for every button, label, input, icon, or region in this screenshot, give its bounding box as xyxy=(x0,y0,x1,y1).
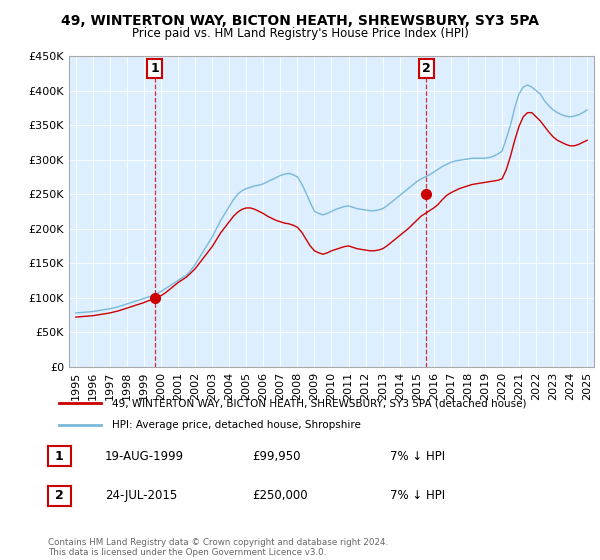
Text: HPI: Average price, detached house, Shropshire: HPI: Average price, detached house, Shro… xyxy=(112,421,361,431)
Text: £250,000: £250,000 xyxy=(252,489,308,502)
Text: 1: 1 xyxy=(151,62,159,75)
Text: Contains HM Land Registry data © Crown copyright and database right 2024.
This d: Contains HM Land Registry data © Crown c… xyxy=(48,538,388,557)
Text: 24-JUL-2015: 24-JUL-2015 xyxy=(105,489,177,502)
Text: £99,950: £99,950 xyxy=(252,450,301,463)
Text: 2: 2 xyxy=(55,489,64,502)
Text: Price paid vs. HM Land Registry's House Price Index (HPI): Price paid vs. HM Land Registry's House … xyxy=(131,27,469,40)
Text: 7% ↓ HPI: 7% ↓ HPI xyxy=(390,450,445,463)
Text: 19-AUG-1999: 19-AUG-1999 xyxy=(105,450,184,463)
Text: 2: 2 xyxy=(422,62,431,75)
Text: 49, WINTERTON WAY, BICTON HEATH, SHREWSBURY, SY3 5PA: 49, WINTERTON WAY, BICTON HEATH, SHREWSB… xyxy=(61,14,539,28)
Text: 7% ↓ HPI: 7% ↓ HPI xyxy=(390,489,445,502)
Text: 49, WINTERTON WAY, BICTON HEATH, SHREWSBURY, SY3 5PA (detached house): 49, WINTERTON WAY, BICTON HEATH, SHREWSB… xyxy=(112,398,527,408)
Text: 1: 1 xyxy=(55,450,64,463)
